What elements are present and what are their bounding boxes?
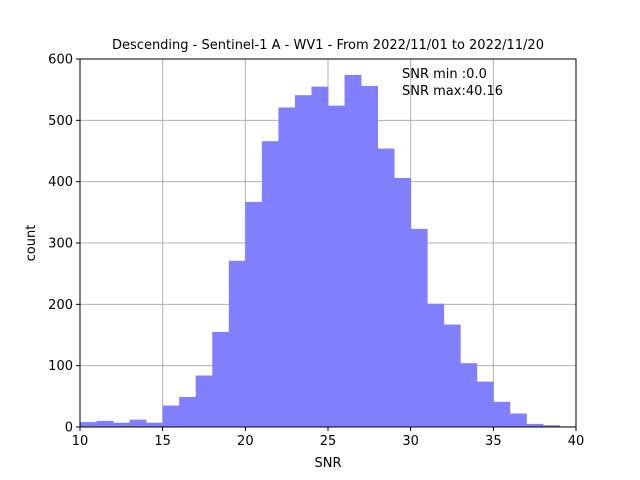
chart-title: Descending - Sentinel-1 A - WV1 - From 2… [112, 38, 544, 53]
histogram-bar [245, 201, 263, 427]
y-tick-label: 0 [65, 421, 73, 436]
histogram-bar [179, 396, 197, 427]
y-tick-label: 400 [48, 175, 73, 190]
histogram-bar [542, 425, 560, 427]
y-tick-label: 600 [48, 53, 73, 68]
histogram-bar [476, 381, 494, 427]
histogram-bar [162, 405, 180, 427]
histogram-bar [195, 375, 213, 427]
histogram-bar [328, 105, 345, 427]
x-axis-ticks: 10 15 20 25 30 35 40 [72, 427, 585, 449]
histogram-bar [509, 413, 527, 427]
histogram-bar [146, 422, 164, 427]
histogram-bar [212, 331, 230, 427]
x-tick-label: 25 [320, 434, 337, 449]
histogram-bar [394, 177, 412, 427]
x-tick-label: 15 [154, 434, 171, 449]
y-axis-ticks: 0 100 200 300 400 500 600 [48, 53, 80, 436]
y-tick-label: 300 [48, 237, 73, 252]
histogram-bar [377, 148, 395, 427]
x-tick-label: 30 [402, 434, 419, 449]
y-axis-label: count [24, 225, 39, 262]
histogram-bar [311, 86, 329, 427]
snr-max-annotation: SNR max:40.16 [402, 84, 503, 99]
x-tick-label: 10 [72, 434, 89, 449]
y-tick-label: 500 [48, 114, 73, 129]
histogram-bar [261, 141, 279, 428]
histogram-bar [460, 363, 478, 427]
x-tick-label: 20 [237, 434, 254, 449]
x-tick-label: 40 [568, 434, 585, 449]
x-axis-label: SNR [314, 456, 341, 471]
histogram-bar [294, 95, 312, 427]
histogram-bar [427, 303, 445, 427]
histogram-bar [278, 107, 296, 427]
y-tick-label: 100 [48, 359, 73, 374]
snr-min-annotation: SNR min :0.0 [402, 67, 487, 82]
histogram-bar [361, 85, 378, 427]
histogram-bars [80, 74, 577, 428]
histogram-bar [344, 74, 362, 428]
histogram-bar [113, 422, 130, 427]
histogram-bar [129, 419, 147, 427]
y-tick-label: 200 [48, 298, 73, 313]
histogram-bar [443, 324, 461, 427]
histogram-bar [410, 228, 428, 427]
histogram-bar [228, 260, 246, 427]
histogram-bar [526, 423, 544, 427]
x-tick-label: 35 [485, 434, 502, 449]
histogram-bar [493, 401, 511, 427]
histogram-bar [80, 422, 97, 427]
histogram-bar [96, 420, 114, 427]
